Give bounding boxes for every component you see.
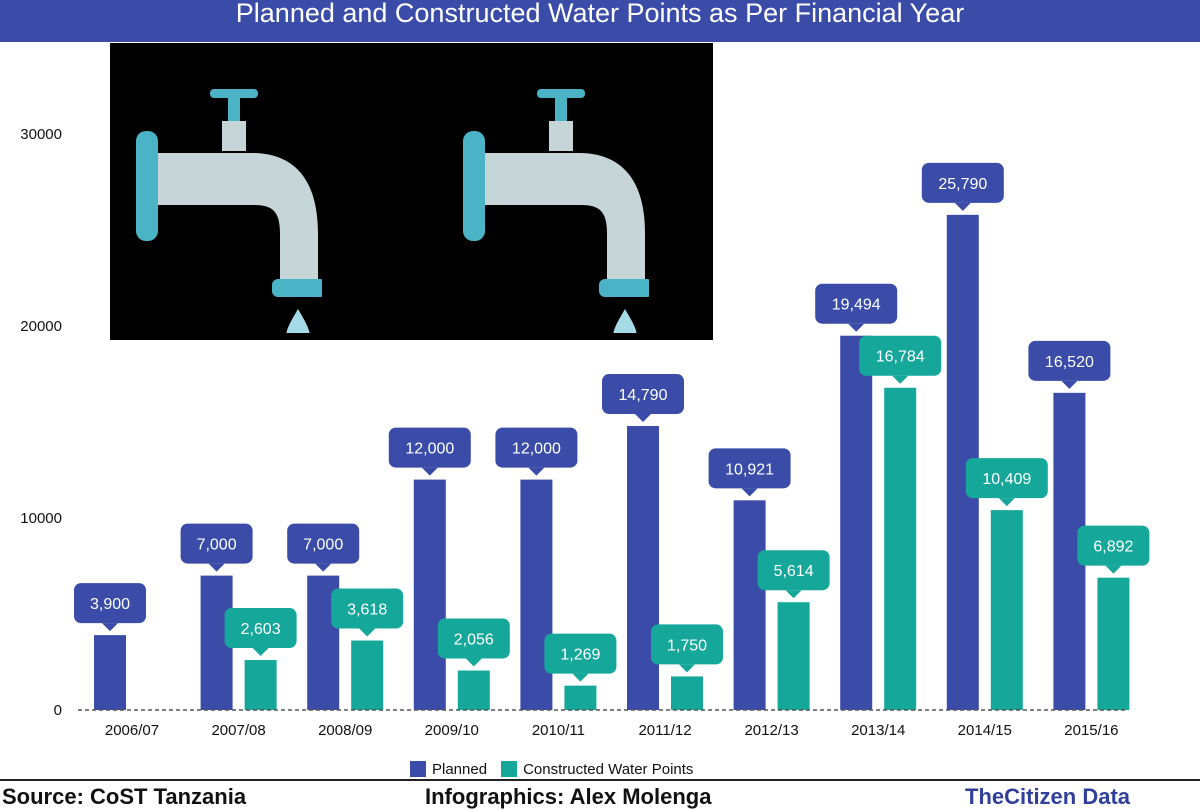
data-label-pointer bbox=[315, 564, 331, 572]
legend-item-constructed: Constructed Water Points bbox=[501, 761, 693, 778]
data-label-text: 7,000 bbox=[303, 537, 343, 554]
legend-label-planned: Planned bbox=[432, 761, 487, 778]
x-axis: 2006/07 2007/08 2008/09 2009/10 2010/11 2011/… bbox=[105, 722, 1119, 739]
data-label-text: 16,784 bbox=[876, 349, 925, 366]
legend-label-constructed: Constructed Water Points bbox=[523, 761, 693, 778]
data-label-planned: 10,921 bbox=[709, 448, 791, 496]
x-tick-label: 2007/08 bbox=[211, 722, 265, 739]
bar-constructed bbox=[991, 510, 1023, 710]
bar-constructed bbox=[351, 641, 383, 710]
bar-planned bbox=[734, 500, 766, 710]
data-label-planned: 14,790 bbox=[602, 374, 684, 422]
data-label-constructed: 2,056 bbox=[438, 619, 510, 667]
x-tick-label: 2009/10 bbox=[425, 722, 479, 739]
data-label-pointer bbox=[1105, 566, 1121, 574]
data-label-text: 14,790 bbox=[619, 387, 668, 404]
data-label-pointer bbox=[422, 468, 438, 476]
bar-constructed bbox=[458, 671, 490, 710]
legend: Planned Constructed Water Points bbox=[410, 758, 707, 780]
data-label-text: 2,056 bbox=[454, 632, 494, 649]
x-tick-label: 2014/15 bbox=[958, 722, 1012, 739]
data-label-text: 19,494 bbox=[832, 297, 881, 314]
x-tick-label: 2010/11 bbox=[532, 722, 585, 739]
bar-planned bbox=[520, 480, 552, 710]
x-tick-label: 2013/14 bbox=[851, 722, 905, 739]
data-label-text: 5,614 bbox=[774, 563, 814, 580]
data-label-pointer bbox=[679, 664, 695, 672]
data-label-pointer bbox=[955, 203, 971, 211]
footer-source: Source: CoST Tanzania bbox=[2, 784, 246, 810]
legend-swatch-planned bbox=[410, 761, 426, 777]
data-label-planned: 3,900 bbox=[74, 583, 146, 631]
y-axis: 0 10000 20000 30000 bbox=[20, 126, 62, 719]
y-tick-label: 10000 bbox=[20, 510, 62, 527]
data-label-text: 25,790 bbox=[938, 176, 987, 193]
data-label-text: 10,409 bbox=[982, 471, 1031, 488]
y-tick-label: 20000 bbox=[20, 318, 62, 335]
legend-swatch-constructed bbox=[501, 761, 517, 777]
data-label-pointer bbox=[742, 488, 758, 496]
data-label-pointer bbox=[253, 648, 269, 656]
data-label-text: 7,000 bbox=[197, 537, 237, 554]
x-tick-label: 2008/09 bbox=[318, 722, 372, 739]
bar-planned bbox=[840, 336, 872, 710]
data-label-pointer bbox=[848, 324, 864, 332]
data-label-constructed: 5,614 bbox=[758, 550, 830, 598]
data-label-text: 6,892 bbox=[1093, 539, 1133, 556]
data-label-pointer bbox=[786, 590, 802, 598]
data-label-text: 12,000 bbox=[405, 441, 454, 458]
bar-planned bbox=[414, 480, 446, 710]
bar-constructed bbox=[778, 602, 810, 710]
bar-constructed bbox=[671, 676, 703, 710]
bar-constructed bbox=[564, 686, 596, 710]
data-label-pointer bbox=[528, 468, 544, 476]
data-label-text: 3,900 bbox=[90, 596, 130, 613]
data-label-text: 2,603 bbox=[241, 621, 281, 638]
footer-brand: TheCitizen Data bbox=[965, 784, 1130, 810]
data-label-planned: 7,000 bbox=[287, 524, 359, 572]
y-tick-label: 30000 bbox=[20, 126, 62, 143]
y-tick-label: 0 bbox=[54, 702, 62, 719]
data-label-pointer bbox=[572, 674, 588, 682]
data-label-constructed: 3,618 bbox=[331, 589, 403, 637]
data-label-pointer bbox=[209, 564, 225, 572]
data-label-pointer bbox=[466, 659, 482, 667]
data-label-pointer bbox=[999, 498, 1015, 506]
bar-constructed bbox=[245, 660, 277, 710]
x-tick-label: 2012/13 bbox=[744, 722, 798, 739]
data-label-constructed: 2,603 bbox=[225, 608, 297, 656]
legend-item-planned: Planned bbox=[410, 761, 487, 778]
data-label-constructed: 1,750 bbox=[651, 624, 723, 672]
bar-chart: 0100002000030000 2006/07 2007/08 2008/09 20… bbox=[0, 0, 1200, 760]
x-tick-label: 2011/12 bbox=[638, 722, 691, 739]
data-label-text: 1,750 bbox=[667, 637, 707, 654]
data-label-text: 16,520 bbox=[1045, 354, 1094, 371]
data-labels: 3,900 7,000 2,603 7,000 3,618 12,000 2,056 12,0… bbox=[74, 163, 1149, 682]
data-label-planned: 16,520 bbox=[1028, 341, 1110, 389]
bar-planned bbox=[627, 426, 659, 710]
bar-constructed bbox=[1097, 578, 1129, 710]
data-label-planned: 25,790 bbox=[922, 163, 1004, 211]
data-label-text: 10,921 bbox=[725, 461, 774, 478]
x-tick-label: 2015/16 bbox=[1064, 722, 1118, 739]
data-label-text: 12,000 bbox=[512, 441, 561, 458]
footer-infographics: Infographics: Alex Molenga bbox=[425, 784, 711, 810]
data-label-pointer bbox=[359, 629, 375, 637]
x-tick-label: 2006/07 bbox=[105, 722, 159, 739]
data-label-text: 1,269 bbox=[560, 647, 600, 664]
bar-planned bbox=[94, 635, 126, 710]
data-label-pointer bbox=[892, 376, 908, 384]
bar-constructed bbox=[884, 388, 916, 710]
data-label-planned: 19,494 bbox=[815, 284, 897, 332]
data-label-constructed: 6,892 bbox=[1077, 526, 1149, 574]
data-label-pointer bbox=[635, 414, 651, 422]
data-label-planned: 12,000 bbox=[495, 428, 577, 476]
footer-rule bbox=[0, 779, 1200, 781]
data-label-constructed: 1,269 bbox=[544, 634, 616, 682]
data-label-text: 3,618 bbox=[347, 602, 387, 619]
data-label-pointer bbox=[102, 623, 118, 631]
data-label-pointer bbox=[1061, 381, 1077, 389]
data-label-planned: 7,000 bbox=[181, 524, 253, 572]
data-label-planned: 12,000 bbox=[389, 428, 471, 476]
